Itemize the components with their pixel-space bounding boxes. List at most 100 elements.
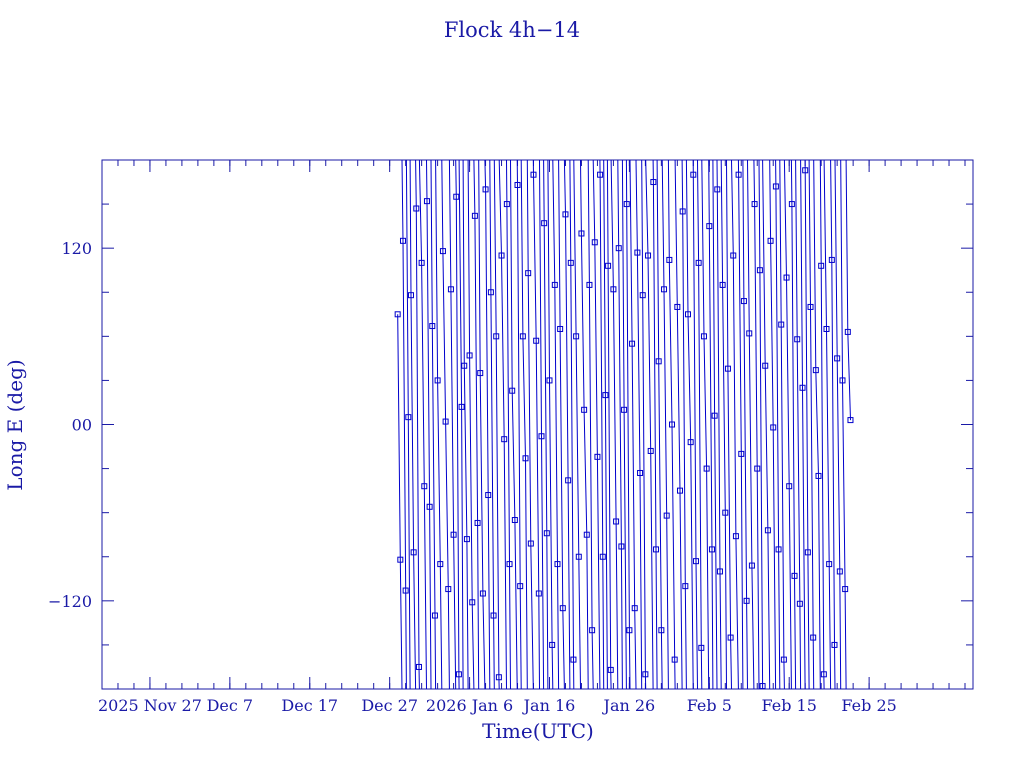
data-point [623,201,630,208]
data-point [621,406,628,413]
data-point [775,546,782,553]
y-tick-label: −120 [48,592,92,611]
data-point [589,627,596,634]
data-point [692,558,699,565]
data-point [677,487,684,494]
data-point [413,205,420,212]
x-axis: 2025 Nov 27 Dec 7 Dec 17 Dec 27 2026 Jan 6 Ja… [98,160,966,715]
data-point [581,406,588,413]
data-point [538,433,545,440]
data-point [812,367,819,374]
data-point [615,245,622,252]
data-point [493,333,500,340]
data-point [458,403,465,410]
data-point [661,286,668,293]
data-point [517,583,524,590]
data-point [514,181,521,188]
data-point [810,634,817,641]
data-point [738,450,745,457]
data-point [759,683,766,689]
data-point [836,568,843,575]
data-point [495,674,502,681]
data-point [591,239,598,246]
data-point [471,212,478,219]
data-point [724,365,731,372]
data-point [631,605,638,612]
data-point [783,274,790,281]
series [394,160,854,689]
data-point [405,414,412,421]
data-point [570,656,577,663]
data-point [639,292,646,299]
data-point [751,201,758,208]
data-point [541,220,548,227]
data-point [791,572,798,579]
x-tick-label: Feb 5 [687,696,732,715]
data-point [708,546,715,553]
data-point [764,527,771,534]
data-point [687,439,694,446]
data-point [394,311,401,318]
data-point [732,533,739,540]
data-point [530,171,537,178]
data-point [423,198,430,205]
x-tick-label: 2026 Jan 6 [426,696,513,715]
series-line [397,160,851,689]
data-point [599,553,606,560]
data-point [844,328,851,335]
x-tick-label: Feb 15 [762,696,817,715]
data-point [586,281,593,288]
data-point [778,321,785,328]
data-point [583,531,590,538]
data-point [637,469,644,476]
data-point [575,553,582,560]
data-point [418,259,425,266]
data-point [794,336,801,343]
data-point [445,586,452,593]
data-point [551,281,558,288]
data-point [663,512,670,519]
data-point [719,281,726,288]
data-point [669,421,676,428]
data-point [485,492,492,499]
data-point [802,167,809,174]
data-point [554,561,561,568]
data-point [463,536,470,543]
data-point [594,453,601,460]
data-point [727,634,734,641]
data-point [655,358,662,365]
data-point [469,599,476,606]
data-point [714,186,721,193]
data-point [770,424,777,431]
data-point [650,179,657,186]
data-point [402,587,409,594]
data-point [487,289,494,296]
data-point [597,171,604,178]
data-point [674,303,681,310]
data-point [533,337,540,344]
data-point [679,208,686,215]
data-point [772,183,779,190]
data-point [607,666,614,673]
data-point [748,562,755,569]
x-tick-label: Dec 17 [281,696,338,715]
data-point [842,586,849,593]
data-point [421,483,428,490]
data-point [503,201,510,208]
data-point [477,370,484,377]
data-point [828,256,835,263]
data-point [780,656,787,663]
data-point [453,193,460,200]
data-point [407,292,414,299]
data-point [466,352,473,359]
data-point [434,377,441,384]
x-tick-label: Jan 26 [602,696,656,715]
x-tick-label: Feb 25 [841,696,896,715]
y-tick-label: 00 [72,416,92,435]
data-point [629,340,636,347]
data-point [796,600,803,607]
data-point [527,540,534,547]
data-point [479,590,486,597]
data-point [695,259,702,266]
data-point [684,311,691,318]
